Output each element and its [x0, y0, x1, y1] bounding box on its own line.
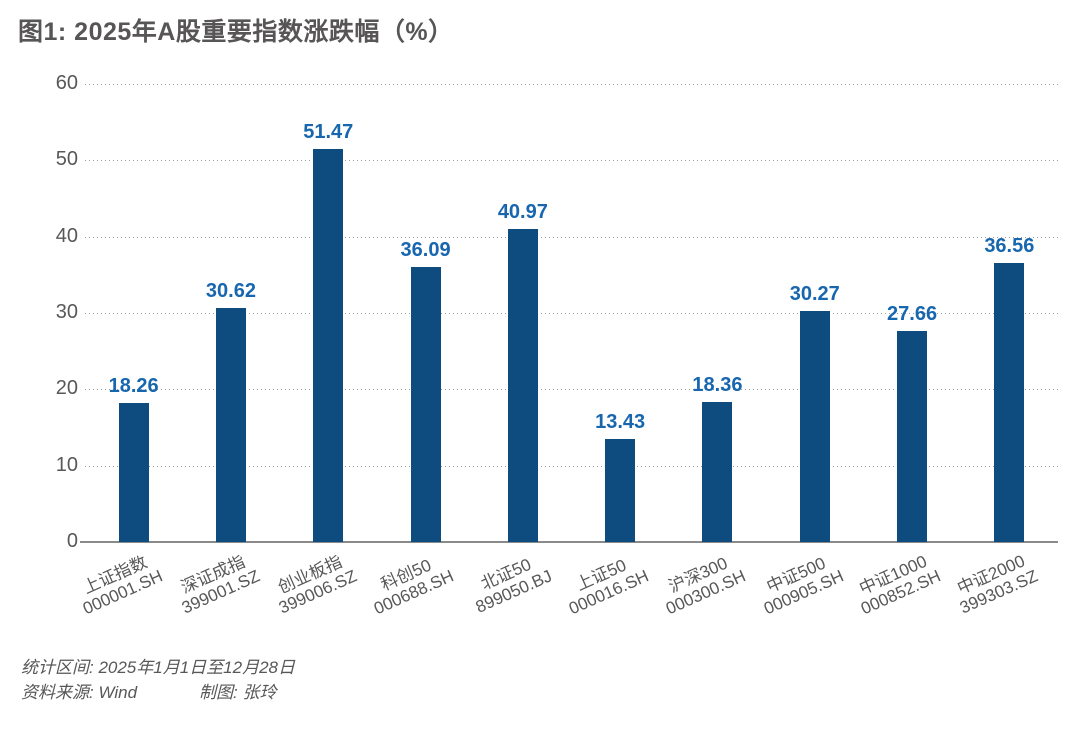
y-tick-label: 50 — [55, 148, 78, 171]
bar-value-label: 27.66 — [887, 303, 938, 325]
bar — [605, 439, 636, 542]
x-tick-label: 中证1000 000852.SH — [850, 549, 943, 619]
bar — [702, 402, 733, 542]
x-axis-line — [80, 541, 1058, 543]
bar-value-label: 18.36 — [692, 374, 743, 396]
bar-value-label: 40.97 — [497, 201, 548, 223]
bar-value-label: 30.62 — [205, 280, 256, 302]
bar — [313, 149, 344, 542]
x-tick-label: 深证成指 399001.SZ — [171, 549, 263, 617]
bar-value-label: 51.47 — [303, 121, 354, 143]
gridline — [85, 160, 1058, 162]
x-tick-label: 创业板指 399006.SZ — [268, 549, 360, 617]
y-tick-label: 30 — [55, 301, 78, 323]
credit: 制图: 张玲 — [199, 683, 277, 702]
gridline — [85, 313, 1058, 314]
bar-value-label: 13.43 — [595, 411, 646, 433]
x-tick-label: 科创50 000688.SH — [364, 549, 457, 619]
bar — [410, 267, 441, 542]
bar — [507, 229, 538, 542]
y-tick-label: 60 — [55, 72, 78, 94]
x-tick-label: 中证2000 399303.SZ — [949, 549, 1041, 617]
bar-value-label: 36.56 — [984, 235, 1035, 257]
y-tick-label: 40 — [55, 224, 78, 247]
chart-footer: 统计区间: 2025年1月1日至12月28日 资料来源: Wind 制图: 张玲 — [21, 655, 295, 705]
y-tick-label: 20 — [55, 377, 78, 400]
data-source: 资料来源: Wind — [21, 683, 138, 702]
x-tick-label: 中证500 000905.SH — [753, 549, 846, 619]
bar — [215, 308, 246, 542]
bar — [799, 311, 830, 542]
bar — [994, 263, 1025, 542]
x-tick-label: 北证50 899050.BJ — [465, 549, 554, 617]
x-tick-label: 上证指数 000001.SH — [72, 549, 165, 618]
bar — [897, 331, 928, 542]
y-tick-label: 0 — [66, 530, 78, 552]
bar — [118, 403, 149, 542]
y-tick-label: 10 — [55, 453, 78, 476]
gridline — [85, 465, 1058, 467]
stat-period: 统计区间: 2025年1月1日至12月28日 — [21, 658, 295, 677]
x-tick-label: 上证50 000016.SH — [558, 549, 651, 619]
bar-value-label: 36.09 — [400, 239, 451, 261]
gridline — [85, 84, 1058, 85]
footer-line2: 资料来源: Wind 制图: 张玲 — [21, 680, 295, 705]
x-tick-label: 沪深300 000300.SH — [656, 549, 748, 619]
bar-value-label: 30.27 — [789, 283, 840, 305]
gridline — [85, 389, 1058, 391]
bar-value-label: 18.26 — [108, 375, 159, 397]
chart-title: 图1: 2025年A股重要指数涨跌幅（%） — [18, 18, 454, 46]
gridline — [85, 236, 1058, 238]
